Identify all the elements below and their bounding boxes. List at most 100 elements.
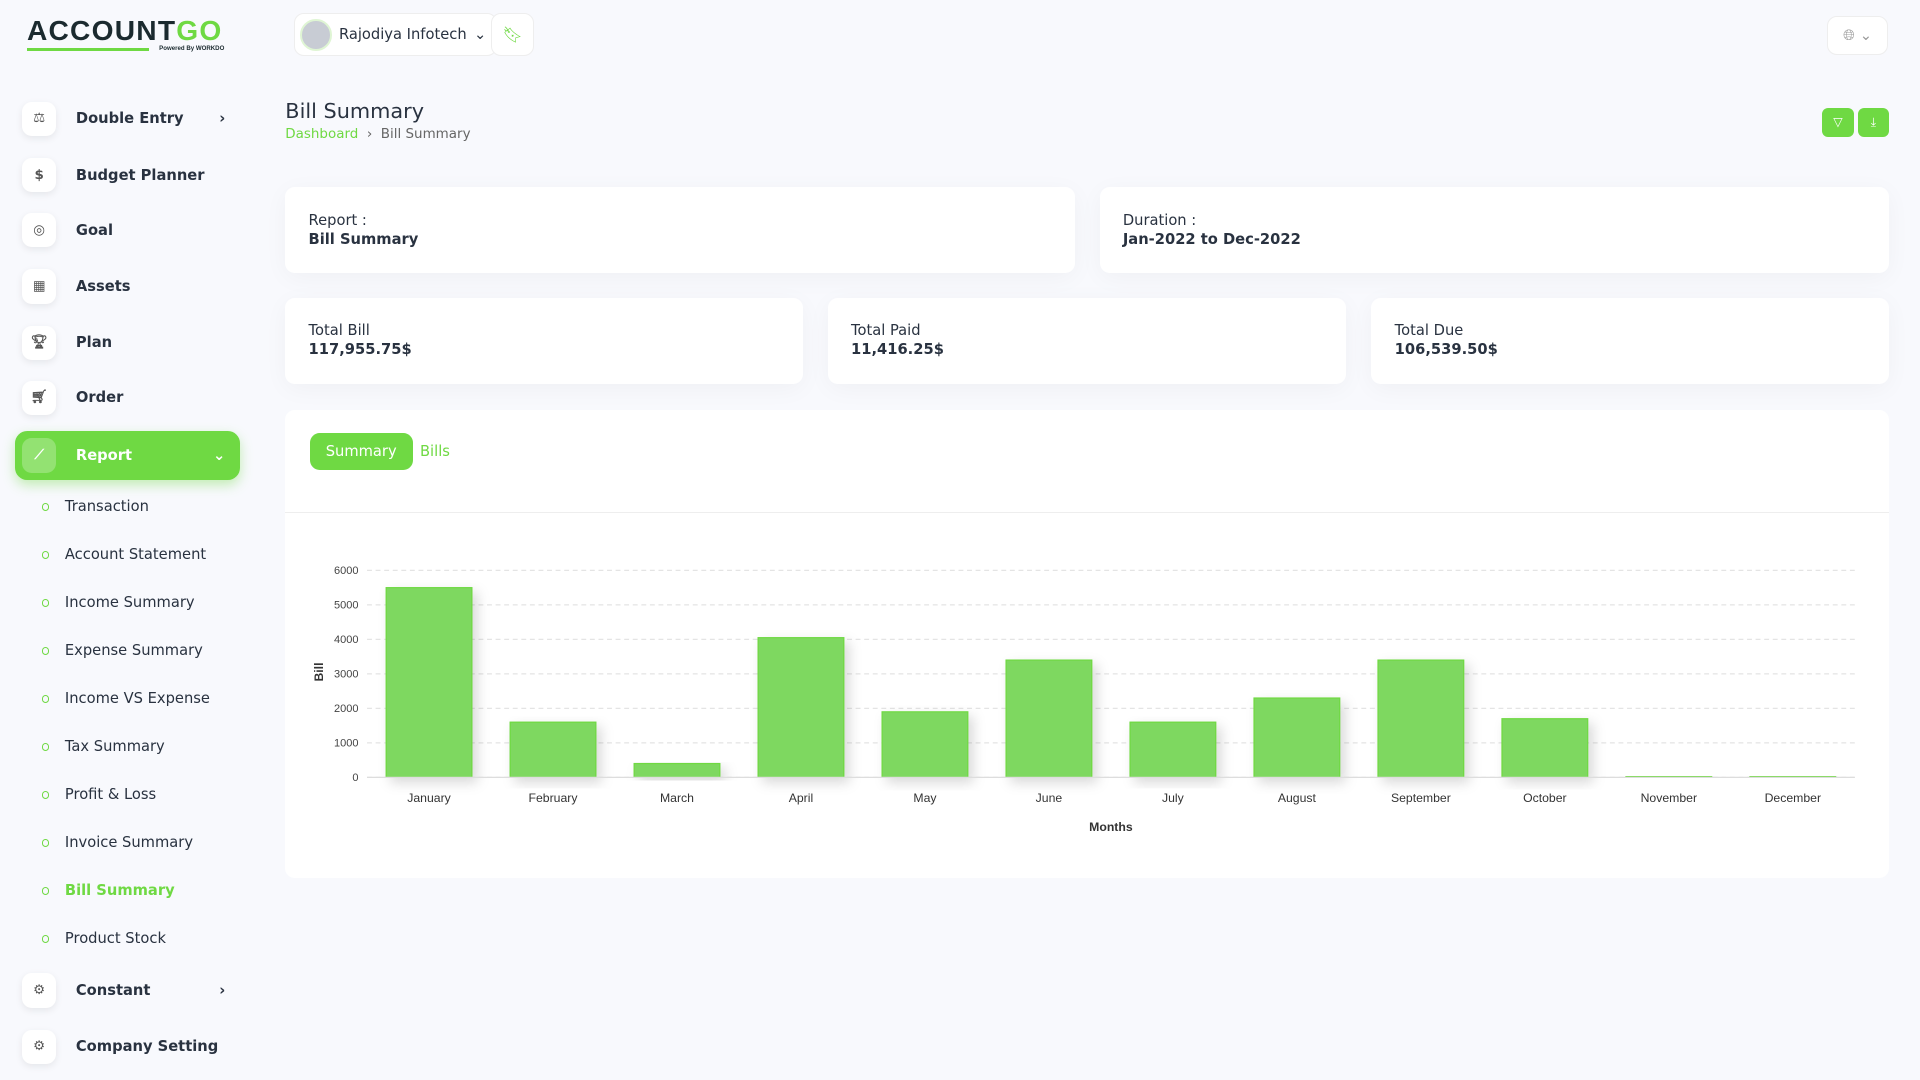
breadcrumb: Dashboard › Bill Summary xyxy=(285,127,471,143)
target-icon: ◎ xyxy=(22,213,57,248)
balance-scale-icon: ⚖ xyxy=(22,101,57,136)
download-icon: ⤓ xyxy=(1870,114,1877,129)
y-axis-title: Bill xyxy=(312,663,326,682)
bar-may[interactable] xyxy=(881,711,969,779)
avatar xyxy=(299,18,332,51)
x-tick-label: April xyxy=(789,791,813,805)
sidebar-item-label: Order xyxy=(75,389,124,407)
company-switcher[interactable]: Rajodiya Infotech ⌄ xyxy=(293,13,498,57)
bullet-icon xyxy=(41,791,49,799)
x-tick-label: September xyxy=(1391,791,1451,805)
y-tick-label: 2000 xyxy=(334,703,359,715)
bar-march[interactable] xyxy=(633,763,721,779)
filter-button[interactable]: ▽ xyxy=(1822,107,1854,138)
tab-bills[interactable]: Bills xyxy=(419,443,450,461)
sidebar-item-report[interactable]: ⟋ Report ⌄ xyxy=(14,431,240,480)
chevron-right-icon: › xyxy=(219,982,226,1000)
sidebar-item-label: Company Setting xyxy=(75,1038,219,1056)
x-tick-label: May xyxy=(914,791,938,805)
total-bill-card: Total Bill 117,955.75$ xyxy=(285,297,804,385)
sidebar-subitem-transaction[interactable]: Transaction xyxy=(41,498,149,516)
language-button[interactable]: 🌐︎ ⌄ xyxy=(1826,15,1889,56)
sidebar-item-plan[interactable]: 🏆︎ Plan xyxy=(15,318,240,367)
y-tick-label: 6000 xyxy=(334,565,359,577)
chart-panel: Summary Bills 0 1000 2000 3000 4000 5000 6000 J… xyxy=(285,410,1890,878)
bullet-icon xyxy=(41,647,49,655)
bar-july[interactable] xyxy=(1129,721,1217,779)
subitem-label: Product Stock xyxy=(64,930,166,948)
sidebar-subitem-bill-summary[interactable]: Bill Summary xyxy=(41,882,175,900)
x-axis-title: Months xyxy=(1089,820,1133,834)
bullet-icon xyxy=(41,839,49,847)
y-tick-label: 1000 xyxy=(334,738,359,750)
sidebar-item-double-entry[interactable]: ⚖ Double Entry › xyxy=(15,94,240,143)
x-tick-label: December xyxy=(1765,791,1821,805)
bar-chart: 0 1000 2000 3000 4000 5000 6000 January February… xyxy=(312,565,1856,834)
sidebar-item-label: Goal xyxy=(75,221,113,239)
sidebar-subitem-product-stock[interactable]: Product Stock xyxy=(41,930,166,948)
tab-summary[interactable]: Summary xyxy=(309,433,413,471)
total-paid-card: Total Paid 11,416.25$ xyxy=(827,297,1346,385)
chevron-right-icon: › xyxy=(219,110,226,128)
sidebar-subitem-profit-loss[interactable]: Profit & Loss xyxy=(41,786,156,803)
budget-icon: $ xyxy=(22,157,57,193)
bullet-icon xyxy=(41,599,49,607)
duration-card: Duration : Jan-2022 to Dec-2022 xyxy=(1099,187,1890,274)
y-tick-label: 5000 xyxy=(334,600,359,612)
bullet-icon xyxy=(41,887,49,895)
sidebar-item-constant[interactable]: ⚙ Constant › xyxy=(15,966,240,1015)
sidebar-item-goal[interactable]: ◎ Goal xyxy=(15,206,240,255)
bar-january[interactable] xyxy=(385,587,473,779)
bar-september[interactable] xyxy=(1377,659,1465,779)
sidebar-item-label: Assets xyxy=(75,278,131,296)
x-tick-label: January xyxy=(408,791,452,805)
subitem-label: Bill Summary xyxy=(64,882,175,900)
bar-february[interactable] xyxy=(509,721,597,779)
sidebar-subitem-invoice-summary[interactable]: Invoice Summary xyxy=(41,834,194,852)
subitem-label: Income Summary xyxy=(64,594,195,612)
bookmark-button[interactable]: 🔖︎ xyxy=(491,13,534,57)
sidebar-subitem-income-vs-expense[interactable]: Income VS Expense xyxy=(41,690,210,708)
breadcrumb-dashboard[interactable]: Dashboard xyxy=(285,127,359,143)
subitem-label: Transaction xyxy=(64,498,149,516)
bullet-icon xyxy=(41,695,49,703)
subitem-label: Expense Summary xyxy=(64,642,203,660)
sidebar-item-company-setting[interactable]: ⚙ Company Setting xyxy=(15,1022,240,1071)
bullet-icon xyxy=(41,551,49,559)
cart-icon: 🛒︎ xyxy=(22,380,57,416)
bar-october[interactable] xyxy=(1501,718,1589,779)
subitem-label: Tax Summary xyxy=(64,738,165,756)
report-card: Report : Bill Summary xyxy=(285,187,1076,274)
bullet-icon xyxy=(41,743,49,751)
bar-june[interactable] xyxy=(1005,659,1093,779)
sidebar-subitem-expense-summary[interactable]: Expense Summary xyxy=(41,642,203,660)
x-tick-label: August xyxy=(1278,791,1317,805)
logo[interactable]: ACCOUNTGO Powered By WORKDO xyxy=(26,14,225,53)
trophy-icon: 🏆︎ xyxy=(22,325,57,360)
bar-august[interactable] xyxy=(1253,697,1341,779)
sidebar-subitem-account-statement[interactable]: Account Statement xyxy=(41,546,206,563)
sidebar-item-label: Report xyxy=(75,447,133,464)
x-tick-label: June xyxy=(1036,791,1063,805)
x-tick-label: March xyxy=(660,791,694,805)
sidebar-item-assets[interactable]: ▦ Assets xyxy=(15,262,240,311)
subitem-label: Income VS Expense xyxy=(64,690,210,708)
sidebar-subitem-tax-summary[interactable]: Tax Summary xyxy=(41,738,165,756)
x-tick-label: October xyxy=(1523,791,1567,805)
sidebar-item-label: Double Entry xyxy=(75,110,184,128)
sidebar-item-order[interactable]: 🛒︎ Order xyxy=(15,373,240,422)
sidebar-item-budget-planner[interactable]: $ Budget Planner xyxy=(15,151,240,200)
calculator-icon: ▦ xyxy=(22,269,57,304)
subitem-label: Invoice Summary xyxy=(64,834,194,852)
download-button[interactable]: ⤓ xyxy=(1857,107,1890,138)
y-tick-label: 3000 xyxy=(334,669,359,681)
company-name: Rajodiya Infotech xyxy=(338,26,467,44)
y-tick-label: 4000 xyxy=(334,634,359,646)
x-tick-label: February xyxy=(529,791,579,805)
chart-line-icon: ⟋ xyxy=(22,438,57,473)
bar-april[interactable] xyxy=(757,637,845,779)
x-tick-label: July xyxy=(1162,791,1185,805)
sidebar-item-label: Constant xyxy=(75,982,151,1000)
globe-icon: 🌐︎ xyxy=(1843,26,1855,44)
sidebar-subitem-income-summary[interactable]: Income Summary xyxy=(41,594,195,612)
